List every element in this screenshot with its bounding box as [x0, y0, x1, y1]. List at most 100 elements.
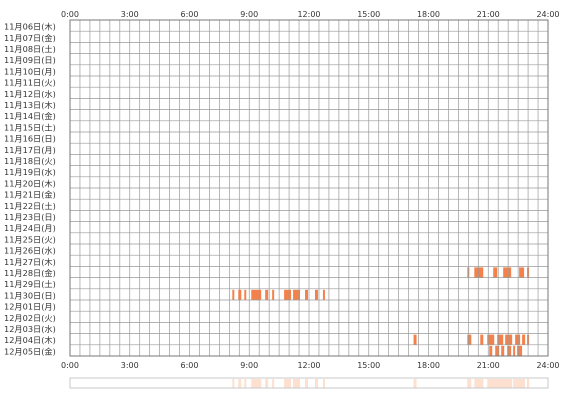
activity-bar	[272, 289, 275, 300]
x-tick-label-bottom: 6:00	[181, 361, 199, 370]
activity-bar	[284, 289, 292, 300]
activity-bar	[251, 289, 262, 300]
summary-mark	[251, 379, 262, 388]
day-label: 12月01日(月)	[4, 302, 56, 312]
day-label: 11月16日(日)	[4, 134, 56, 144]
day-label: 11月29日(土)	[4, 279, 56, 289]
day-label: 11月28日(金)	[4, 268, 56, 278]
day-label: 11月17日(月)	[4, 145, 56, 155]
x-tick-label-bottom: 18:00	[417, 361, 440, 370]
summary-mark	[413, 379, 417, 388]
activity-bar	[515, 334, 521, 345]
activity-bar	[501, 345, 505, 356]
day-label: 11月09日(日)	[4, 55, 56, 65]
day-label: 11月08日(土)	[4, 44, 56, 54]
day-label: 11月11日(火)	[4, 78, 56, 88]
x-tick-label-top: 18:00	[417, 10, 440, 19]
activity-bar	[467, 334, 472, 345]
summary-mark	[497, 379, 504, 388]
day-label: 11月27日(木)	[4, 257, 56, 267]
activity-bar	[413, 334, 417, 345]
day-label: 11月23日(日)	[4, 212, 56, 222]
summary-mark	[489, 379, 493, 388]
x-tick-label-top: 24:00	[536, 10, 559, 19]
day-label: 12月04日(木)	[4, 335, 56, 345]
day-label: 11月21日(金)	[4, 190, 56, 200]
activity-bar	[505, 334, 513, 345]
day-label: 11月10日(月)	[4, 66, 56, 76]
day-label: 11月06日(木)	[4, 22, 56, 32]
x-tick-label-top: 6:00	[181, 10, 199, 19]
x-tick-label-top: 21:00	[477, 10, 500, 19]
summary-mark	[293, 379, 301, 388]
summary-mark	[265, 379, 269, 388]
day-label: 12月05日(金)	[4, 346, 56, 356]
summary-mark	[314, 379, 318, 388]
activity-bar	[480, 334, 484, 345]
day-label: 11月14日(金)	[4, 111, 56, 121]
x-tick-label-bottom: 15:00	[357, 361, 380, 370]
summary-mark	[272, 379, 275, 388]
summary-mark	[513, 379, 516, 388]
day-label: 11月20日(木)	[4, 178, 56, 188]
x-tick-label-top: 15:00	[357, 10, 380, 19]
activity-bar	[493, 267, 498, 278]
summary-mark	[467, 379, 472, 388]
x-tick-label-top: 3:00	[121, 10, 139, 19]
activity-bar	[495, 345, 500, 356]
plot-border	[69, 19, 549, 357]
summary-mark	[480, 379, 484, 388]
day-label: 11月13日(木)	[4, 100, 56, 110]
activity-bar	[522, 334, 526, 345]
day-label: 11月07日(金)	[4, 33, 56, 43]
activity-bar	[322, 289, 325, 300]
activity-bar	[517, 345, 523, 356]
summary-mark	[474, 379, 484, 388]
x-tick-label-top: 12:00	[297, 10, 320, 19]
activity-bar	[244, 289, 247, 300]
summary-mark	[527, 379, 530, 388]
activity-bar	[293, 289, 301, 300]
day-label: 12月03日(水)	[4, 324, 56, 334]
summary-mark	[305, 379, 309, 388]
activity-bar	[232, 289, 235, 300]
x-tick-label-bottom: 12:00	[297, 361, 320, 370]
x-tick-label-top: 9:00	[240, 10, 258, 19]
activity-bar	[497, 334, 504, 345]
activity-bar	[474, 267, 484, 278]
summary-mark	[517, 379, 523, 388]
summary-mark	[522, 379, 526, 388]
summary-mark	[495, 379, 500, 388]
activity-bar	[314, 289, 318, 300]
activity-bar	[507, 345, 512, 356]
x-tick-label-bottom: 21:00	[477, 361, 500, 370]
day-label: 11月22日(土)	[4, 201, 56, 211]
day-label: 11月12日(水)	[4, 89, 56, 99]
summary-strip	[69, 377, 549, 389]
x-tick-label-bottom: 0:00	[61, 361, 79, 370]
summary-mark	[244, 379, 247, 388]
activity-bar	[503, 267, 512, 278]
day-label: 11月15日(土)	[4, 122, 56, 132]
activity-bar	[513, 345, 516, 356]
summary-mark	[507, 379, 512, 388]
summary-mark	[501, 379, 505, 388]
day-label: 11月26日(水)	[4, 246, 56, 256]
day-label: 12月02日(火)	[4, 313, 56, 323]
activity-bar	[265, 289, 269, 300]
activity-bar	[238, 289, 242, 300]
day-label: 11月30日(日)	[4, 290, 56, 300]
day-label: 11月19日(水)	[4, 167, 56, 177]
activity-bar	[519, 267, 525, 278]
day-label: 11月24日(月)	[4, 223, 56, 233]
day-label: 11月18日(火)	[4, 156, 56, 166]
x-tick-label-bottom: 9:00	[240, 361, 258, 370]
summary-mark	[238, 379, 242, 388]
summary-mark	[232, 379, 235, 388]
summary-mark	[284, 379, 292, 388]
activity-bar	[487, 334, 495, 345]
x-tick-label-top: 0:00	[61, 10, 79, 19]
day-label: 11月25日(火)	[4, 234, 56, 244]
x-tick-label-bottom: 24:00	[536, 361, 559, 370]
